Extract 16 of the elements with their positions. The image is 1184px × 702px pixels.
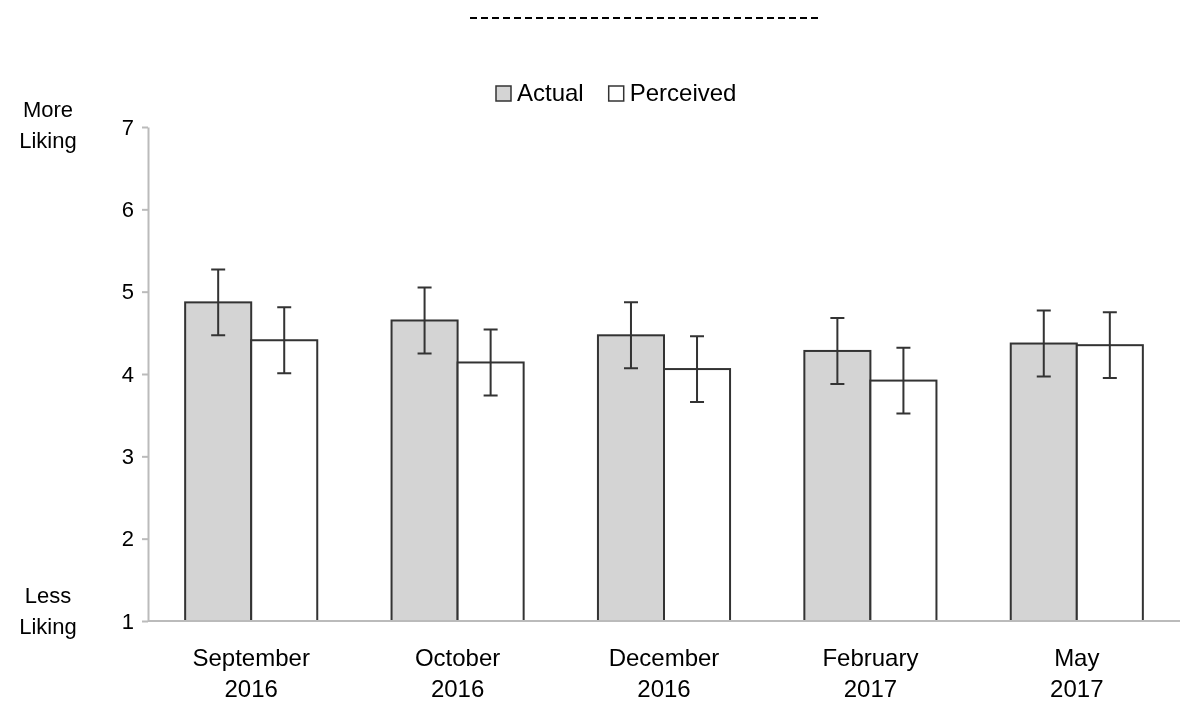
legend-label: Perceived [629,79,737,106]
x-tick-label: May 2017 [1050,644,1104,702]
text: Less Liking [19,583,77,639]
x-tick-label: February 2017 [822,644,919,702]
y-tick-label: 7 [121,114,134,140]
y-tick-label: 4 [121,361,134,387]
legend-label: Actual [517,79,584,106]
x-tick-label: September 2016 [192,644,310,702]
y-tick-label: 6 [121,196,134,222]
y-tick-label: 3 [121,443,134,469]
text: More Liking [19,97,77,153]
y-tick-label: 1 [121,608,134,634]
x-tick-label: December 2016 [608,644,720,702]
y-tick-label: 2 [121,526,134,552]
x-tick-label: October 2016 [414,644,501,702]
y-tick-label: 5 [121,279,134,305]
